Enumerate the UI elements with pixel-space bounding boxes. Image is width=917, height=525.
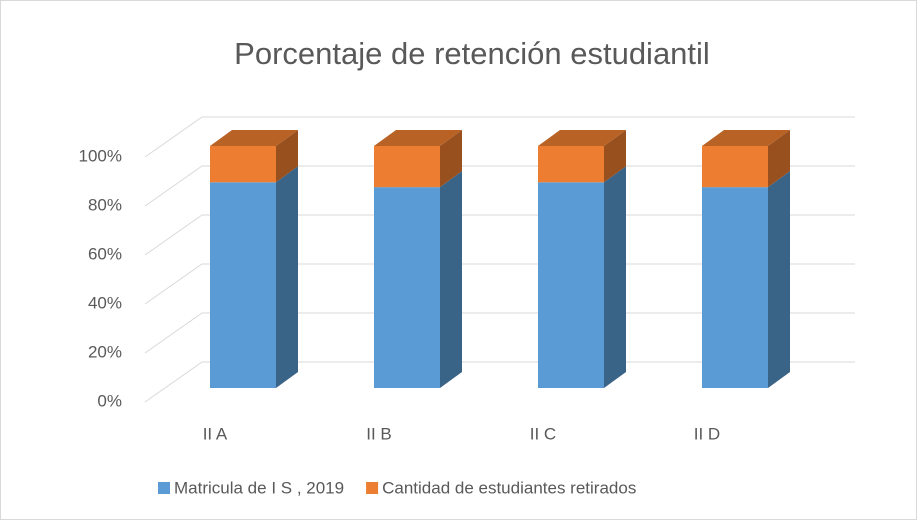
bar-side <box>604 130 626 183</box>
x-tick-label: II B <box>366 424 392 443</box>
grid-line <box>144 312 855 354</box>
grid-line <box>144 361 855 403</box>
bar-side <box>440 130 462 188</box>
bar-front <box>702 146 768 188</box>
bar-side <box>604 166 626 388</box>
bar-front <box>538 146 604 183</box>
chart-title: Porcentaje de retención estudiantil <box>234 36 710 71</box>
bar-top <box>374 130 462 146</box>
bar-front <box>374 146 440 188</box>
bar-top <box>210 130 298 146</box>
grid-line <box>144 165 855 207</box>
y-tick-label: 80% <box>88 195 122 214</box>
y-tick-label: 0% <box>97 391 122 410</box>
bar-side <box>768 130 790 188</box>
bar-front <box>702 187 768 388</box>
y-tick-label: 40% <box>88 293 122 312</box>
x-tick-label: II A <box>203 424 228 443</box>
y-tick-label: 20% <box>88 342 122 361</box>
x-tick-label: II C <box>530 424 556 443</box>
bar-front <box>210 182 276 388</box>
bar-top <box>702 130 790 146</box>
bar-side <box>440 171 462 388</box>
bar-front <box>374 187 440 388</box>
legend-label: Matricula de I S , 2019 <box>174 478 344 497</box>
bar-side <box>276 130 298 183</box>
bar-front <box>210 146 276 183</box>
legend-swatch <box>158 482 170 494</box>
x-tick-label: II D <box>694 424 720 443</box>
grid-line <box>144 116 855 158</box>
bar-side <box>768 171 790 388</box>
bar-front <box>538 182 604 388</box>
y-tick-label: 100% <box>79 146 122 165</box>
bar-side <box>276 166 298 388</box>
legend-swatch <box>366 482 379 494</box>
bar-top <box>538 130 626 146</box>
legend-label: Cantidad de estudiantes retirados <box>382 478 636 497</box>
grid-line <box>144 263 855 305</box>
y-tick-label: 60% <box>88 244 122 263</box>
grid-line <box>144 214 855 256</box>
